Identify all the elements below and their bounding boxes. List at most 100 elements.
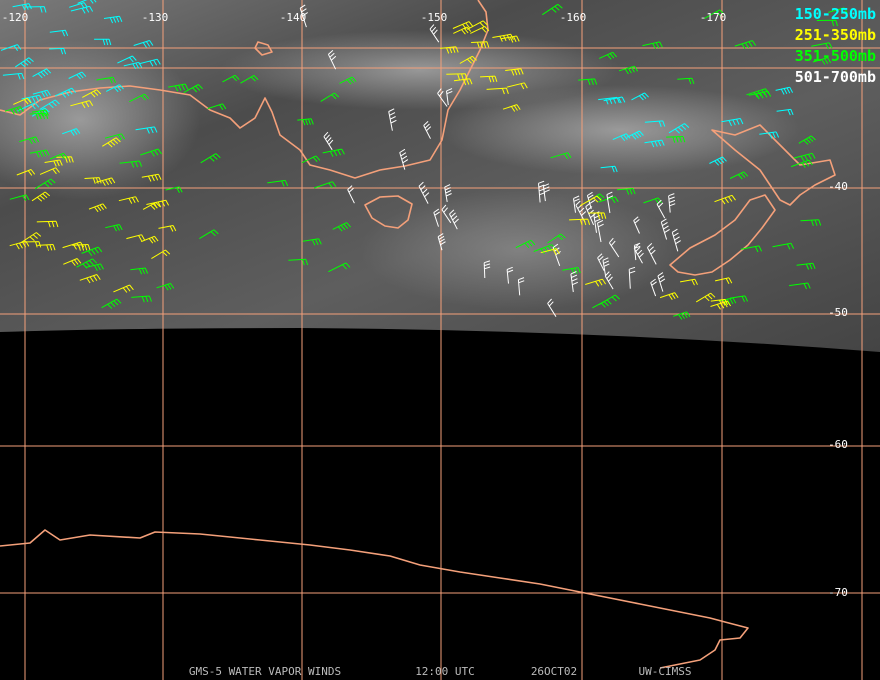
- wind-barb: [828, 7, 848, 15]
- wind-barb: [135, 126, 158, 134]
- legend-entry: 150-250mb: [795, 5, 876, 23]
- cloud-band: [220, 30, 620, 110]
- wind-barb: [437, 233, 446, 251]
- wind-barb: [562, 267, 581, 275]
- wind-barb: [734, 40, 757, 50]
- wind-barb: [644, 139, 665, 148]
- wind-barb: [776, 108, 794, 116]
- wind-barb: [320, 92, 340, 102]
- wind-barb: [446, 88, 453, 106]
- wind-barb: [517, 277, 525, 296]
- wind-barb: [660, 218, 670, 240]
- wind-barb: [49, 29, 69, 37]
- wind-barb: [88, 203, 107, 213]
- wind-barb: [791, 159, 813, 168]
- latitude-label: -40: [828, 180, 848, 193]
- legend-entry: 251-350mb: [795, 26, 876, 44]
- wind-barb: [126, 234, 146, 241]
- wind-barb: [24, 6, 47, 13]
- wind-barb: [812, 57, 832, 65]
- wind-barb: [20, 232, 42, 244]
- wind-barbs: [0, 0, 848, 320]
- wind-barb: [459, 55, 477, 64]
- wind-barb: [671, 228, 681, 252]
- wind-barb: [453, 26, 472, 35]
- coastline-tasmania: [364, 195, 413, 229]
- wind-barb: [480, 75, 498, 83]
- wind-barb: [332, 222, 351, 232]
- wind-barb: [158, 225, 177, 232]
- wind-barb: [199, 229, 219, 240]
- wind-barb: [746, 88, 770, 98]
- wind-barb: [604, 271, 614, 290]
- wind-barb: [142, 201, 161, 210]
- wind-barb: [433, 208, 440, 227]
- wind-barb: [85, 263, 104, 271]
- coastline-australia: [0, 0, 489, 179]
- coastline-new-zealand-south: [669, 194, 776, 276]
- wind-barb: [668, 193, 676, 213]
- wind-barb: [598, 196, 619, 204]
- longitude-label: -120: [2, 11, 29, 24]
- wind-barb: [483, 260, 491, 279]
- wind-barb: [31, 191, 51, 202]
- wind-barb: [302, 238, 322, 246]
- wind-barb: [54, 87, 77, 98]
- wind-barb: [17, 102, 40, 112]
- wind-barb: [644, 120, 666, 127]
- wind-barb: [29, 112, 49, 120]
- wind-barb: [32, 68, 52, 79]
- wind-barb: [453, 78, 473, 86]
- wind-barb: [118, 196, 139, 204]
- wind-barb: [168, 83, 189, 92]
- wind-barb: [84, 177, 102, 184]
- wind-barb: [748, 90, 772, 100]
- wind-barb: [95, 177, 116, 186]
- wind-barb: [575, 200, 587, 223]
- wind-barb: [240, 74, 259, 84]
- wind-barb: [70, 5, 94, 14]
- wind-barb: [588, 212, 607, 219]
- wind-barb: [775, 86, 794, 95]
- wind-barb: [0, 44, 22, 51]
- wind-barb: [540, 248, 560, 255]
- wind-barb: [602, 257, 610, 276]
- wind-barb: [94, 38, 112, 46]
- wind-barb: [552, 243, 561, 266]
- wind-barb: [816, 19, 838, 27]
- wind-barb: [600, 165, 618, 173]
- coastline-new-zealand-north: [711, 124, 836, 206]
- wind-barb: [129, 93, 149, 103]
- wind-barb: [709, 156, 727, 166]
- footer-text: UW-CIMSS: [639, 665, 692, 678]
- wind-barb: [77, 0, 97, 4]
- wind-barb: [616, 188, 636, 195]
- wind-barb: [183, 84, 203, 94]
- wind-barb: [9, 240, 30, 250]
- footer-text: 26OCT02: [531, 665, 577, 678]
- wind-barb: [729, 171, 749, 180]
- wind-barb: [598, 51, 617, 60]
- wind-barb: [37, 244, 56, 251]
- wind-barb: [659, 292, 679, 300]
- longitude-label: -170: [700, 11, 727, 24]
- wind-barb: [76, 258, 98, 269]
- wind-barb: [449, 209, 459, 230]
- wind-barb: [138, 58, 161, 67]
- wind-barb: [470, 25, 490, 34]
- wind-barb: [29, 149, 50, 158]
- wind-barb: [502, 104, 521, 112]
- wind-barb: [740, 245, 763, 253]
- wind-barb: [650, 278, 657, 297]
- wind-barb: [131, 295, 152, 303]
- latitude-label: -50: [828, 306, 848, 319]
- wind-barb: [606, 191, 614, 214]
- wind-barb: [49, 47, 67, 55]
- wind-barb: [471, 41, 490, 49]
- wind-barb: [79, 274, 101, 284]
- wind-barb: [429, 24, 440, 43]
- wind-barb: [21, 94, 43, 104]
- longitude-label: -130: [142, 11, 169, 24]
- wind-barb: [49, 152, 68, 160]
- wind-barb: [323, 131, 334, 151]
